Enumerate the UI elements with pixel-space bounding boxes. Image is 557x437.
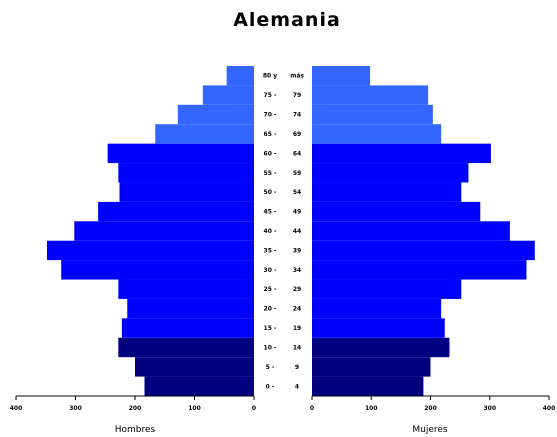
age-label-end: 9: [295, 364, 299, 371]
female-bar: [312, 85, 429, 105]
female-tick-label: 100: [365, 405, 378, 412]
female-bar: [312, 318, 445, 338]
male-bar: [118, 279, 254, 299]
age-label-end: 64: [293, 150, 301, 157]
age-label-end: 19: [293, 325, 301, 332]
age-label-start: 0 -: [266, 383, 275, 390]
age-label-start: 10 -: [264, 344, 277, 351]
male-tick-label: 100: [188, 405, 201, 412]
age-label-start: 40 -: [264, 228, 277, 235]
female-tick-label: 400: [543, 405, 556, 412]
age-label-start: 5 -: [266, 364, 275, 371]
male-bar: [155, 124, 254, 144]
male-axis-label: Hombres: [115, 425, 156, 435]
age-label-end: 49: [293, 209, 301, 216]
female-bar: [312, 201, 481, 222]
female-bar: [312, 376, 424, 396]
x-axis-ticks: 400 300 200 100 0 0 100 200 300 400: [10, 396, 556, 412]
age-label-start: 30 -: [264, 267, 277, 274]
female-bar: [312, 182, 462, 202]
age-label-start: 20 -: [264, 306, 277, 313]
age-label-end: 39: [293, 247, 301, 254]
female-tick-label: 300: [483, 405, 496, 412]
female-bar: [312, 104, 433, 125]
male-bar: [202, 85, 254, 105]
age-label-start: 55 -: [264, 170, 277, 177]
female-bar: [312, 221, 510, 241]
male-bar: [226, 66, 254, 86]
female-bars: [312, 66, 535, 396]
age-label-end: 59: [293, 170, 301, 177]
female-bar: [312, 279, 462, 299]
female-axis-label: Mujeres: [412, 425, 448, 435]
age-label-end: 44: [293, 228, 301, 235]
age-label-start: 65 -: [264, 131, 277, 138]
female-bar: [312, 240, 535, 261]
male-tick-label: 300: [69, 405, 82, 412]
age-label-start: 60 -: [264, 150, 277, 157]
age-label-end: 4: [295, 383, 299, 390]
age-label-end: 54: [293, 189, 301, 196]
male-bar: [118, 163, 254, 183]
age-label-start: 45 -: [264, 209, 277, 216]
male-bar: [74, 221, 254, 241]
male-tick-label: 0: [252, 405, 256, 412]
age-label-end: 24: [293, 306, 301, 313]
age-label-start: 80 y: [263, 73, 277, 80]
age-label-end: 69: [293, 131, 301, 138]
male-bar: [98, 201, 254, 222]
age-label-start: 75 -: [264, 92, 277, 99]
age-label-end: 29: [293, 286, 301, 293]
male-bars: [46, 66, 254, 396]
female-bar: [312, 143, 491, 164]
male-bar: [61, 260, 254, 280]
age-label-end: 74: [293, 112, 301, 119]
male-bar: [121, 318, 254, 338]
male-bar: [107, 143, 254, 164]
age-label-start: 15 -: [264, 325, 277, 332]
age-label-start: 70 -: [264, 112, 277, 119]
age-label-end: 79: [293, 92, 301, 99]
male-bar: [119, 182, 254, 202]
male-bar: [177, 104, 254, 125]
male-tick-label: 400: [10, 405, 23, 412]
age-label-start: 50 -: [264, 189, 277, 196]
age-label-end: 34: [293, 267, 301, 274]
age-label-end: más: [290, 73, 304, 80]
male-bar: [135, 357, 254, 377]
chart-title: Alemania: [233, 9, 341, 31]
female-bar: [312, 337, 450, 358]
male-bar: [144, 376, 254, 396]
male-bar: [46, 240, 254, 261]
female-tick-label: 200: [424, 405, 437, 412]
female-bar: [312, 298, 442, 319]
female-bar: [312, 163, 469, 183]
female-tick-label: 0: [310, 405, 314, 412]
age-label-start: 25 -: [264, 286, 277, 293]
female-bar: [312, 66, 371, 86]
age-label-end: 14: [293, 344, 301, 351]
female-bar: [312, 260, 527, 280]
age-label-start: 35 -: [264, 247, 277, 254]
female-bar: [312, 357, 431, 377]
male-bar: [127, 298, 254, 319]
female-bar: [312, 124, 442, 144]
male-tick-label: 200: [129, 405, 142, 412]
male-bar: [118, 337, 254, 358]
